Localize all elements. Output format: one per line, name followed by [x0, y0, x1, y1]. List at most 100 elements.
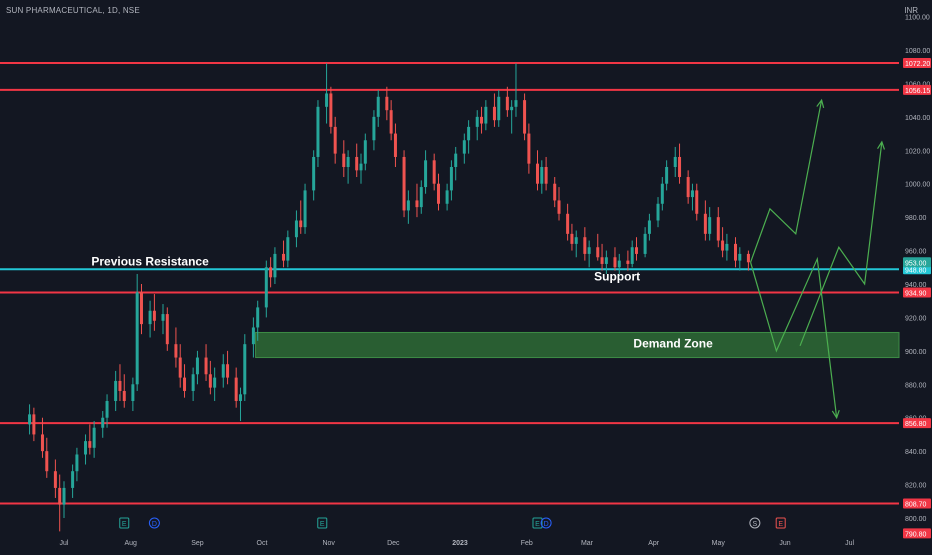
candle-body	[424, 160, 428, 188]
chart-annotation: Demand Zone	[633, 337, 713, 351]
x-tick-label: Jun	[779, 540, 790, 547]
event-marker-icon	[317, 517, 328, 529]
candle-body	[643, 233, 647, 254]
candle-body	[574, 237, 578, 244]
candle-body	[634, 247, 638, 254]
price-label-tag	[903, 528, 931, 539]
event-marker-label: S	[753, 521, 758, 528]
candle-body	[449, 167, 453, 191]
y-tick-label: 880.00	[905, 382, 927, 389]
candle-body	[389, 110, 393, 134]
y-tick-label: 840.00	[905, 449, 927, 456]
candle-body	[45, 451, 49, 472]
candle-body	[746, 253, 750, 263]
projection-arrowhead	[816, 98, 825, 109]
candle-body	[40, 434, 44, 452]
x-tick-label: Mar	[581, 540, 594, 547]
candle-body	[617, 260, 621, 268]
candle-body	[436, 183, 440, 204]
projection-arrowhead	[831, 409, 840, 420]
candle-body	[376, 96, 380, 117]
candle-body	[505, 96, 509, 111]
price-label-tag	[903, 418, 931, 429]
x-tick-label: Dec	[387, 540, 400, 547]
y-tick-label: 800.00	[905, 516, 927, 523]
event-marker-label: D	[152, 521, 157, 528]
price-label-text: 856.80	[905, 421, 927, 428]
candle-body	[406, 200, 410, 211]
price-label-text: 1072.20	[905, 61, 930, 68]
projection-path	[749, 256, 838, 418]
candle-body	[299, 220, 303, 228]
candle-body	[243, 344, 247, 395]
candle-body	[346, 156, 350, 167]
event-marker-icon	[775, 517, 786, 529]
candle-body	[484, 106, 488, 124]
candle-body	[600, 257, 604, 264]
event-marker-label: D	[544, 521, 549, 528]
candle-body	[264, 267, 268, 308]
candle-body	[566, 213, 570, 234]
price-label-tag	[903, 58, 931, 69]
x-tick-label: 2023	[452, 540, 468, 547]
candle-body	[32, 414, 36, 435]
candle-body	[372, 116, 376, 141]
candle-body	[195, 357, 199, 375]
candle-body	[118, 380, 122, 391]
candle-body	[527, 133, 531, 164]
candle-body	[183, 377, 187, 391]
candle-body	[238, 394, 242, 401]
candle-body	[303, 190, 307, 228]
candle-body	[234, 377, 238, 401]
y-tick-label: 900.00	[905, 349, 927, 356]
event-marker-icon	[119, 517, 130, 529]
price-label-text: 790.80	[905, 531, 927, 538]
candle-body	[161, 314, 165, 321]
demand-zone	[255, 331, 900, 359]
event-marker-icon	[148, 517, 160, 529]
event-marker-icon	[540, 517, 552, 529]
last-price-tag	[903, 257, 931, 268]
candle-body	[342, 153, 346, 167]
price-label-tag	[903, 498, 931, 509]
price-label-text: 948.80	[905, 267, 927, 274]
candle-body	[557, 200, 561, 214]
candle-body	[191, 374, 195, 391]
price-label-text: 1056.15	[905, 88, 930, 95]
event-marker-label: E	[778, 521, 783, 528]
candle-body	[553, 183, 557, 201]
candle-body	[686, 177, 690, 198]
candle-body	[462, 140, 466, 154]
candle-body	[721, 240, 725, 251]
candle-body	[480, 116, 484, 124]
candle-body	[53, 471, 57, 488]
candle-body	[208, 374, 212, 388]
candle-body	[393, 133, 397, 157]
event-marker-label: E	[535, 521, 540, 528]
candle-body	[419, 187, 423, 208]
chart-annotation: Support	[594, 270, 640, 284]
y-tick-label: 820.00	[905, 483, 927, 490]
x-tick-label: Aug	[124, 540, 137, 547]
candle-body	[716, 217, 720, 241]
candle-body	[708, 217, 712, 234]
candle-body	[325, 93, 329, 107]
x-tick-label: May	[712, 540, 726, 547]
candle-body	[178, 357, 182, 378]
event-marker-label: E	[320, 521, 325, 528]
currency-label: INR	[904, 6, 918, 15]
candle-body	[165, 314, 169, 345]
x-tick-label: Nov	[322, 540, 335, 547]
candle-body	[475, 116, 479, 127]
candle-body	[660, 183, 664, 204]
price-label-tag	[903, 287, 931, 298]
candle-body	[665, 167, 669, 184]
last-price-text: 953.00	[905, 260, 927, 267]
projection-path	[750, 100, 823, 263]
x-tick-label: Jul	[845, 540, 854, 547]
candle-body	[630, 247, 634, 264]
candle-body	[596, 247, 600, 258]
candle-body	[75, 454, 79, 472]
